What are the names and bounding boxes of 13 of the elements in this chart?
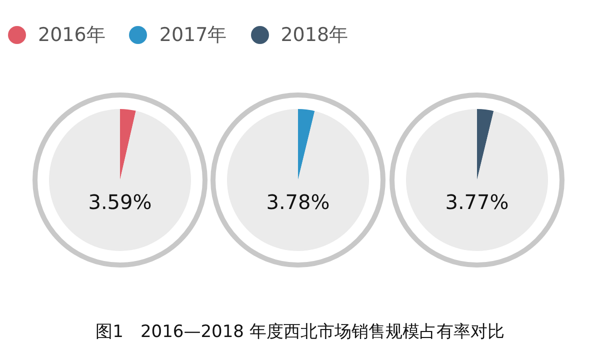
pie-slice xyxy=(49,109,191,251)
text: 3.59% xyxy=(87,190,153,214)
pie-slice xyxy=(120,109,136,180)
pie-slice xyxy=(406,109,548,251)
pie-slice xyxy=(477,109,494,180)
legend-label: 2017年 xyxy=(159,23,227,48)
text: 3.78% xyxy=(265,190,331,214)
text: 3.77% xyxy=(444,190,510,214)
caption: 图1 2016—2018 年度西北市场销售规模占有率对比 xyxy=(94,321,506,343)
pie-slice xyxy=(227,109,369,251)
legend-label: 2018年 xyxy=(280,23,348,48)
legend-label: 2016年 xyxy=(38,23,106,48)
pie-slice xyxy=(298,109,315,180)
